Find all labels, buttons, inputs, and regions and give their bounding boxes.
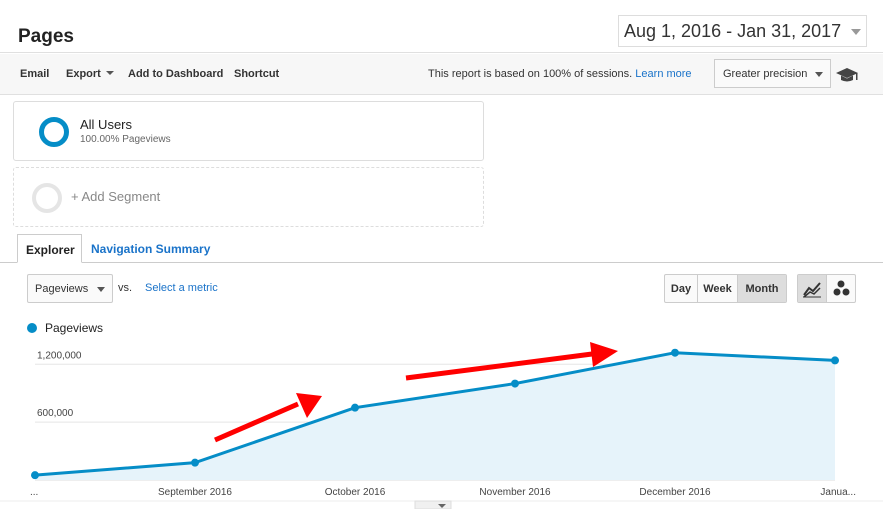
line-chart-icon xyxy=(803,282,821,298)
chevron-down-icon xyxy=(815,72,823,77)
legend-marker xyxy=(27,323,37,333)
arrowhead-icon xyxy=(296,393,322,418)
empty-segment-ring-icon xyxy=(32,183,62,213)
series-line xyxy=(34,351,836,477)
date-range-picker[interactable]: Aug 1, 2016 - Jan 31, 2017 xyxy=(618,15,867,47)
data-points xyxy=(31,348,839,480)
learn-more-link[interactable]: Learn more xyxy=(635,68,692,80)
vs-label: vs. xyxy=(118,282,133,294)
export-button[interactable]: Export xyxy=(66,68,114,80)
month-button[interactable]: Month xyxy=(738,275,786,302)
data-point xyxy=(511,379,519,388)
x-tick-label: ... xyxy=(30,487,38,498)
y-tick-label: 1,200,000 xyxy=(37,350,82,361)
y-tick-label: 600,000 xyxy=(37,408,74,419)
add-segment-label: + Add Segment xyxy=(71,189,161,204)
chart-type-toggle xyxy=(797,274,856,303)
data-point xyxy=(351,403,359,412)
data-point xyxy=(831,356,839,365)
bubbles-icon xyxy=(833,280,850,296)
report-tabs: Explorer Navigation Summary xyxy=(0,234,883,263)
select-metric-link[interactable]: Select a metric xyxy=(145,282,218,294)
y-axis-labels: 600,000 1,200,000 xyxy=(37,350,82,419)
area-layer xyxy=(34,351,836,480)
metric-select[interactable]: Pageviews xyxy=(27,274,113,303)
precision-label: Greater precision xyxy=(723,68,808,80)
data-point xyxy=(31,471,39,480)
sampling-note-text: This report is based on 100% of sessions… xyxy=(428,68,633,80)
x-tick-label: December 2016 xyxy=(639,487,711,498)
tab-navigation-summary[interactable]: Navigation Summary xyxy=(91,242,211,256)
metric-select-label: Pageviews xyxy=(35,283,89,295)
sampling-note: This report is based on 100% of sessions… xyxy=(428,68,692,80)
x-tick-label: September 2016 xyxy=(158,487,232,498)
x-tick-label: November 2016 xyxy=(479,487,551,498)
day-button[interactable]: Day xyxy=(665,275,698,302)
add-segment-box[interactable]: + Add Segment xyxy=(13,167,484,227)
export-label: Export xyxy=(66,68,101,80)
chevron-down-icon[interactable] xyxy=(438,504,446,508)
legend-label[interactable]: Pageviews xyxy=(45,321,104,335)
week-button[interactable]: Week xyxy=(698,275,738,302)
report-header: Pages Aug 1, 2016 - Jan 31, 2017 xyxy=(0,0,883,53)
pageviews-chart: 600,000 1,200,000 ... September 2016 Octobe… xyxy=(0,342,883,509)
chevron-down-icon xyxy=(97,287,105,292)
segment-percentage: 100.00% Pageviews xyxy=(80,134,171,145)
segment-ring-icon xyxy=(39,117,69,147)
resize-handle[interactable] xyxy=(414,500,452,509)
line-chart-button[interactable] xyxy=(798,275,827,302)
tab-explorer[interactable]: Explorer xyxy=(17,234,82,263)
chevron-down-icon xyxy=(105,71,114,75)
add-to-dashboard-button[interactable]: Add to Dashboard xyxy=(128,68,224,80)
email-button[interactable]: Email xyxy=(20,68,50,80)
date-range-label: Aug 1, 2016 - Jan 31, 2017 xyxy=(624,21,842,41)
motion-chart-button[interactable] xyxy=(827,275,856,302)
segment-name: All Users xyxy=(80,117,133,132)
data-point xyxy=(671,348,679,357)
x-tick-label: October 2016 xyxy=(325,487,386,498)
precision-dropdown[interactable]: Greater precision xyxy=(714,59,831,88)
report-toolbar: Email Export Add to Dashboard Shortcut T… xyxy=(0,54,883,95)
arrowhead-icon xyxy=(590,342,618,367)
x-tick-label: Janua... xyxy=(820,487,856,498)
segment-all-users[interactable]: All Users 100.00% Pageviews xyxy=(13,101,484,161)
series-area xyxy=(35,352,835,480)
chevron-down-icon xyxy=(851,29,861,35)
shortcut-button[interactable]: Shortcut xyxy=(234,68,280,80)
annotation-arrow xyxy=(405,351,593,381)
period-toggle: Day Week Month xyxy=(664,274,787,303)
graduation-cap-icon[interactable] xyxy=(835,67,859,85)
page-title: Pages xyxy=(18,26,74,47)
data-point xyxy=(191,458,199,467)
x-axis-labels: ... September 2016 October 2016 November 20… xyxy=(30,487,856,498)
annotation-arrow xyxy=(214,401,299,443)
